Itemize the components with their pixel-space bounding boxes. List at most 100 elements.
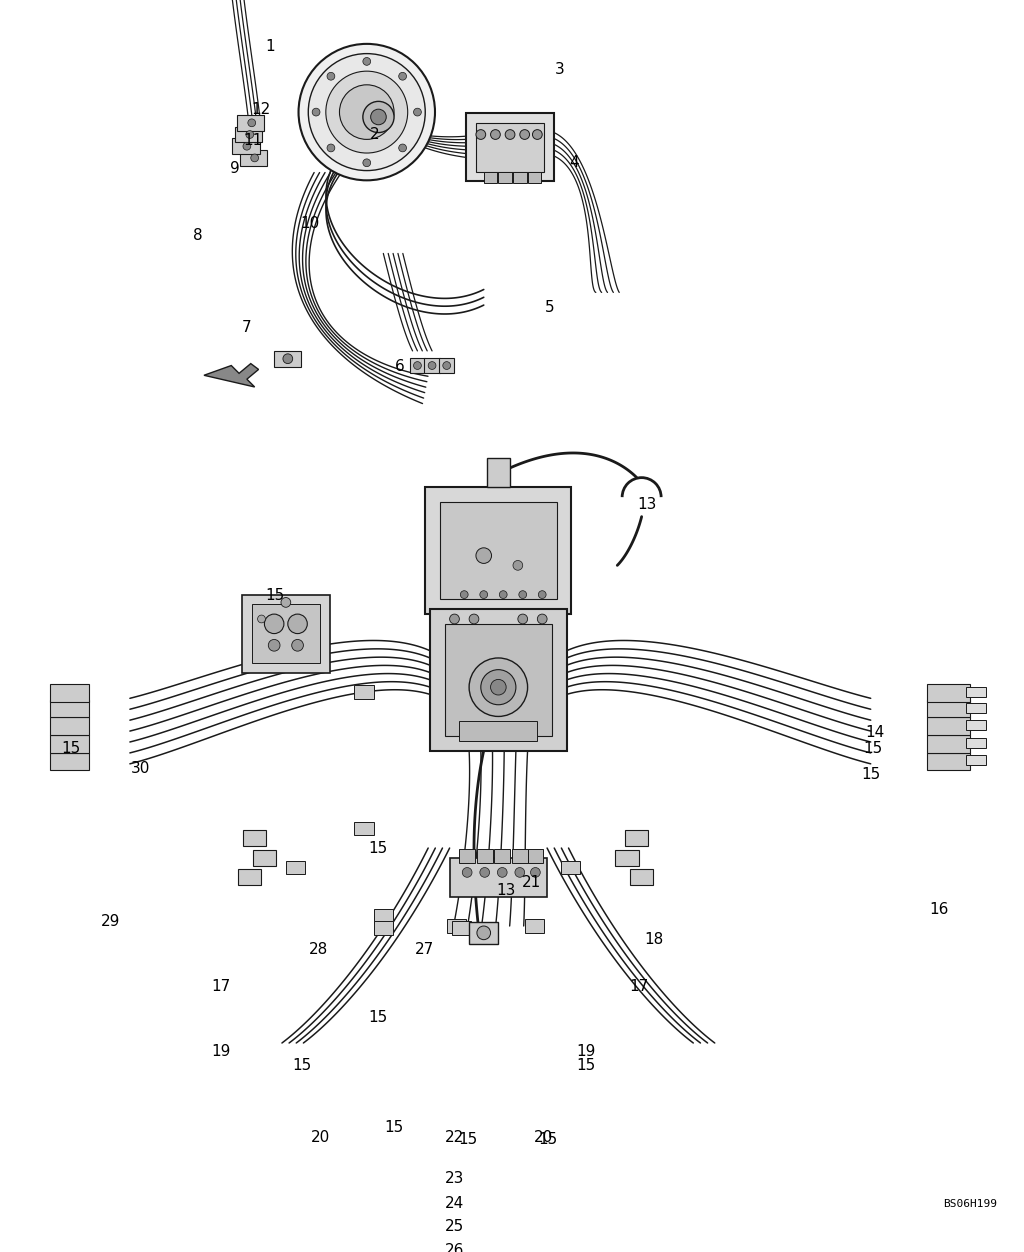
Bar: [444, 623, 552, 736]
Circle shape: [327, 144, 335, 151]
Bar: [527, 172, 542, 183]
Text: 25: 25: [444, 1219, 464, 1234]
Bar: [50, 735, 89, 752]
Circle shape: [264, 613, 284, 634]
Bar: [236, 126, 262, 143]
Bar: [524, 919, 544, 933]
Circle shape: [398, 144, 407, 151]
Circle shape: [500, 591, 507, 598]
Text: 19: 19: [211, 1044, 230, 1059]
Text: 8: 8: [193, 228, 203, 243]
Bar: [928, 735, 970, 752]
Text: 21: 21: [522, 875, 542, 890]
Bar: [513, 172, 526, 183]
Circle shape: [469, 613, 479, 623]
Text: 3: 3: [555, 63, 565, 78]
Circle shape: [312, 108, 319, 116]
Circle shape: [288, 613, 307, 634]
Text: 18: 18: [644, 933, 664, 948]
Circle shape: [299, 44, 435, 180]
Bar: [466, 113, 554, 182]
Text: 2: 2: [370, 126, 379, 141]
Text: 15: 15: [539, 1132, 557, 1147]
Bar: [354, 821, 374, 835]
Text: 16: 16: [930, 901, 949, 916]
Circle shape: [308, 54, 425, 170]
Bar: [483, 172, 498, 183]
Bar: [967, 687, 986, 697]
Text: 15: 15: [862, 767, 881, 782]
Bar: [50, 752, 89, 770]
Circle shape: [246, 130, 254, 139]
Bar: [439, 358, 455, 373]
Bar: [630, 869, 653, 885]
Text: 9: 9: [229, 162, 240, 177]
Circle shape: [515, 868, 524, 878]
Bar: [450, 858, 547, 896]
Circle shape: [450, 613, 460, 623]
Bar: [928, 717, 970, 735]
Bar: [243, 830, 266, 846]
Circle shape: [371, 109, 386, 125]
Bar: [967, 702, 986, 712]
Text: 22: 22: [444, 1129, 464, 1144]
Bar: [440, 502, 557, 600]
Bar: [499, 172, 512, 183]
Text: 4: 4: [569, 155, 579, 170]
Bar: [274, 351, 301, 367]
Bar: [615, 850, 639, 865]
Bar: [50, 700, 89, 717]
Text: 15: 15: [369, 840, 388, 855]
Circle shape: [469, 659, 527, 716]
Circle shape: [480, 868, 489, 878]
Bar: [410, 358, 425, 373]
Text: 30: 30: [131, 761, 151, 776]
Text: 7: 7: [242, 319, 251, 334]
Circle shape: [539, 591, 546, 598]
Circle shape: [476, 130, 485, 139]
Text: 27: 27: [415, 942, 434, 957]
Text: 13: 13: [497, 884, 516, 899]
Bar: [625, 830, 648, 846]
Text: 20: 20: [310, 1129, 330, 1144]
Text: 24: 24: [444, 1196, 464, 1211]
Bar: [374, 921, 393, 935]
Bar: [460, 721, 538, 741]
Circle shape: [505, 130, 515, 139]
Bar: [469, 923, 499, 944]
Circle shape: [532, 130, 543, 139]
Bar: [477, 849, 493, 863]
Bar: [239, 869, 261, 885]
Text: 15: 15: [265, 588, 284, 603]
Circle shape: [538, 613, 547, 623]
Circle shape: [362, 101, 394, 133]
Circle shape: [340, 85, 394, 139]
Bar: [430, 610, 566, 750]
Bar: [240, 150, 267, 165]
Circle shape: [480, 591, 487, 598]
Circle shape: [428, 362, 436, 369]
Circle shape: [442, 362, 451, 369]
Circle shape: [498, 868, 507, 878]
Bar: [425, 487, 571, 613]
Text: 15: 15: [385, 1121, 403, 1136]
Circle shape: [398, 73, 407, 80]
Bar: [527, 849, 543, 863]
Circle shape: [530, 868, 541, 878]
Bar: [967, 755, 986, 765]
Circle shape: [477, 926, 490, 940]
Text: 5: 5: [545, 300, 555, 316]
Text: 10: 10: [301, 215, 319, 230]
Bar: [486, 458, 510, 487]
Circle shape: [513, 561, 522, 570]
Text: 17: 17: [211, 979, 230, 994]
Circle shape: [327, 73, 335, 80]
Bar: [50, 717, 89, 735]
Text: 13: 13: [637, 497, 656, 512]
Text: 15: 15: [293, 1058, 312, 1073]
Circle shape: [248, 119, 256, 126]
Bar: [561, 860, 581, 874]
Text: 23: 23: [444, 1172, 464, 1187]
Circle shape: [481, 670, 516, 705]
Text: 6: 6: [395, 358, 406, 373]
